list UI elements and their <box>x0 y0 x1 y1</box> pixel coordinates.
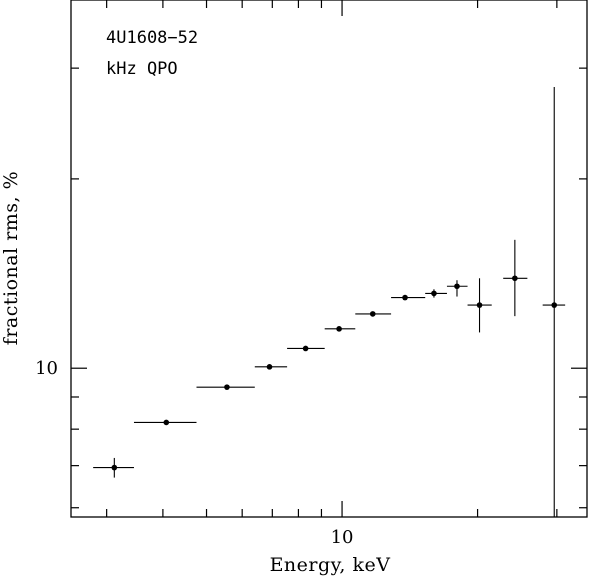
data-point <box>512 275 518 282</box>
data-point <box>111 464 118 471</box>
x-tick-label: 10 <box>331 527 354 548</box>
data-point <box>551 302 558 308</box>
error-bars <box>93 86 566 517</box>
axis-ticks <box>71 0 587 517</box>
plot-frame <box>70 0 588 518</box>
tick-labels: 10 10 <box>35 358 353 548</box>
data-point <box>224 384 230 390</box>
data-point <box>431 290 437 297</box>
data-point <box>402 294 408 301</box>
y-axis-label: fractional rms, % <box>0 171 22 345</box>
data-point <box>336 326 342 332</box>
annotation-source: 4U1608−52 <box>106 28 198 48</box>
annotation-feature: kHz QPO <box>106 59 178 79</box>
data-point <box>454 283 460 290</box>
data-point <box>266 364 273 370</box>
data-point <box>476 302 483 308</box>
x-axis-label: Energy, keV <box>270 554 391 576</box>
data-point <box>369 311 376 317</box>
data-point <box>302 345 309 352</box>
data-points <box>111 275 558 471</box>
data-point <box>163 419 170 426</box>
y-tick-label: 10 <box>35 358 58 379</box>
